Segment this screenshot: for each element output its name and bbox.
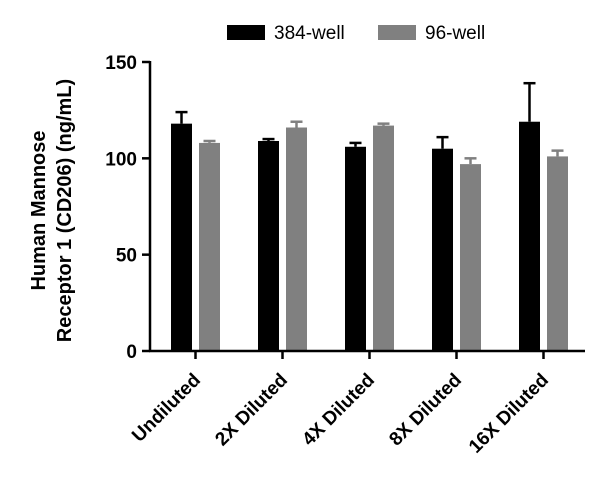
legend-swatch-384-well [227, 25, 265, 40]
y-tick-label: 50 [116, 246, 137, 267]
bar-384-well-16x-diluted [519, 121, 540, 351]
x-tick-label-16x-diluted: 16X Diluted [465, 370, 553, 458]
bar-96-well-8x-diluted [460, 164, 481, 351]
x-tick-label-undiluted: Undiluted [128, 370, 205, 447]
bar-96-well-4x-diluted [373, 125, 394, 351]
x-tick-label-2x-diluted: 2X Diluted [211, 370, 292, 451]
bar-384-well-4x-diluted [345, 146, 366, 351]
legend-label-384-well: 384-well [274, 23, 345, 44]
bar-384-well-8x-diluted [432, 148, 453, 351]
legend-swatch-96-well [378, 25, 416, 40]
bar-384-well-2x-diluted [258, 140, 279, 351]
bars [171, 81, 568, 351]
bar-96-well-2x-diluted [286, 127, 307, 351]
x-axis: Undiluted 2X Diluted 4X Diluted 8X Diluted1… [128, 349, 585, 458]
y-axis-label: Human Mannose Receptor 1 (CD206) (ng/mL) [28, 79, 76, 342]
y-axis-label-line-1: Human Mannose [28, 130, 50, 290]
y-axis-label-line-2: Receptor 1 (CD206) (ng/mL) [54, 79, 76, 342]
y-axis: 0 50 100 150 [105, 53, 152, 363]
y-tick-label: 150 [105, 53, 137, 74]
y-tick-label: 100 [105, 149, 137, 170]
y-tick-label: 0 [126, 342, 137, 363]
legend: 384-well 96-well [227, 23, 485, 44]
x-tick-label-4x-diluted: 4X Diluted [298, 370, 379, 451]
legend-label-96-well: 96-well [425, 23, 485, 44]
bar-96-well-undiluted [199, 142, 220, 351]
x-tick-label-8x-diluted: 8X Diluted [385, 370, 466, 451]
bar-384-well-undiluted [171, 123, 192, 351]
bar-96-well-16x-diluted [547, 156, 568, 351]
